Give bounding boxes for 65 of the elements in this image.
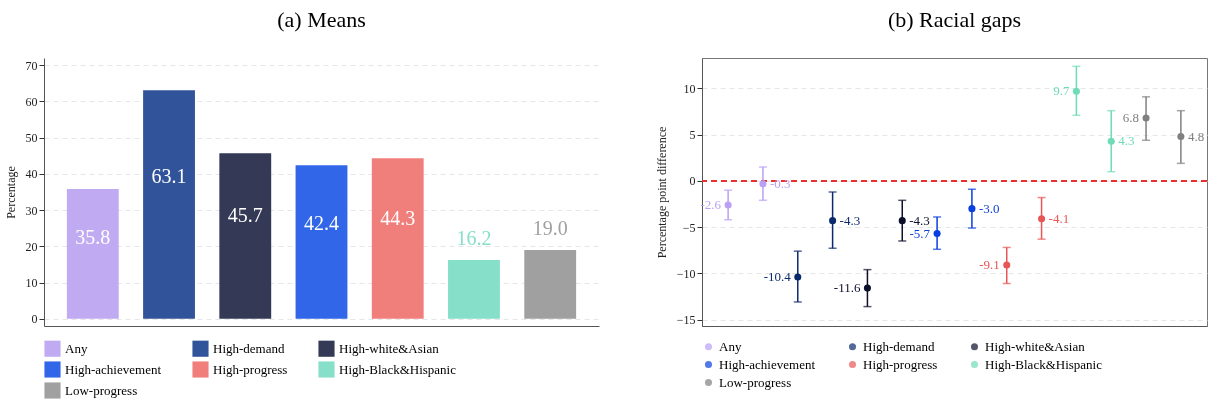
y-tick-label: 20 (25, 239, 38, 254)
data-label: 44.3 (380, 207, 416, 230)
data-label: -11.6 (833, 280, 861, 296)
legend-label: Low-progress (65, 382, 138, 398)
point (724, 201, 732, 209)
legend-label: High-demand (863, 338, 935, 354)
legend-label: Any (65, 340, 88, 356)
y-tick-label: 40 (25, 167, 38, 182)
data-label: 19.0 (532, 217, 568, 240)
data-label: 4.8 (1187, 128, 1205, 144)
legend-label: Low-progress (719, 374, 792, 390)
y-tick-label: 0 (689, 174, 696, 189)
data-label: 9.7 (1053, 83, 1070, 99)
point (829, 217, 837, 225)
y-tick-label: 60 (25, 94, 38, 109)
data-label: 16.2 (456, 227, 492, 250)
point (968, 205, 976, 213)
y-axis-title: Percentage point difference (654, 126, 669, 259)
legend-label: High-progress (863, 356, 938, 372)
y-tick-label: −15 (676, 313, 696, 328)
chart-title: (b) Racial gaps (887, 7, 1022, 32)
point (1177, 133, 1185, 141)
point (759, 180, 767, 188)
data-label: 45.7 (227, 204, 263, 227)
y-axis-title: Percentage (3, 166, 18, 219)
data-label: 35.8 (75, 226, 111, 249)
data-label: -4.1 (1048, 210, 1070, 226)
y-tick-label: 70 (25, 58, 38, 73)
y-tick-label: −5 (682, 220, 696, 235)
point (863, 284, 871, 292)
point (794, 273, 802, 281)
data-label: -3.0 (978, 200, 1000, 216)
data-label: 42.4 (304, 211, 339, 234)
data-label: -9.1 (979, 257, 1000, 273)
y-tick-label: 0 (31, 312, 38, 327)
data-label: -4.3 (839, 212, 861, 228)
point (1072, 87, 1080, 95)
y-tick-label: 10 (25, 276, 38, 291)
legend-label: High-Black&Hispanic (985, 356, 1103, 372)
legend-label: Any (719, 338, 742, 354)
point (1107, 137, 1115, 145)
y-tick-label: 30 (25, 203, 38, 218)
legend-label: High-white&Asian (985, 338, 1086, 354)
point (1142, 114, 1150, 122)
data-label: -5.7 (909, 225, 931, 241)
legend-label: High-achievement (719, 356, 816, 372)
data-label: -10.4 (763, 269, 792, 285)
chart-title: (a) Means (277, 7, 366, 32)
legend-label: High-demand (213, 340, 285, 356)
point (898, 217, 906, 225)
y-tick-label: 10 (683, 82, 696, 96)
data-label: 63.1 (151, 165, 187, 188)
data-label: -4.3 (909, 212, 930, 228)
legend-label: High-achievement (65, 361, 162, 377)
legend-label: High-progress (213, 361, 288, 377)
point (1003, 261, 1011, 269)
y-tick-label: 50 (25, 131, 38, 146)
point (1038, 215, 1046, 223)
data-label: 4.3 (1118, 133, 1135, 149)
data-label: 6.8 (1122, 110, 1140, 126)
legend-label: High-Black&Hispanic (339, 361, 457, 377)
point (933, 230, 941, 238)
y-tick-label: 5 (689, 128, 696, 143)
y-tick-label: −10 (676, 266, 696, 281)
legend-label: High-white&Asian (339, 340, 440, 356)
